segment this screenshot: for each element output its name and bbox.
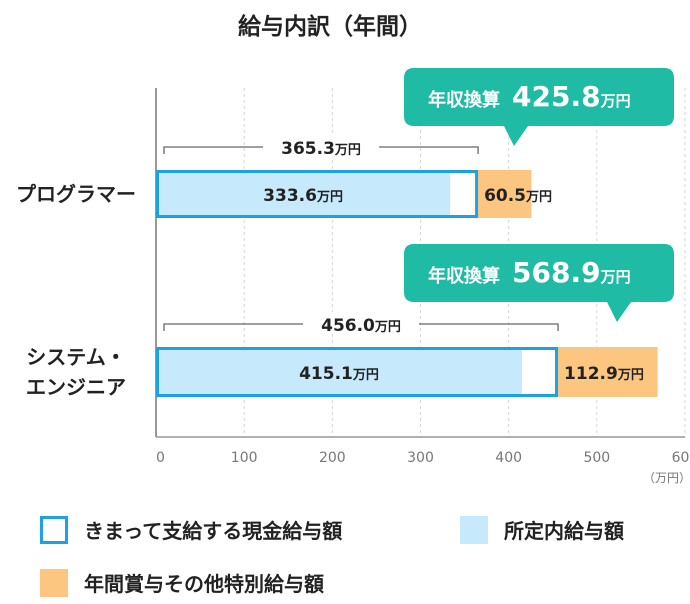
kimatte-label-bg-1 xyxy=(303,312,420,334)
annual-total-label-1: 年収換算 568.9万円 xyxy=(428,256,631,289)
x-tick-label-600: 600 xyxy=(672,450,690,466)
kimatte-label-1: 456.0万円 xyxy=(321,316,401,336)
legend-item-shotei: 所定内給与額 xyxy=(460,515,624,544)
x-tick-label-500: 500 xyxy=(583,450,610,466)
bar-bonus-1 xyxy=(558,347,658,397)
bar-bonus-0 xyxy=(478,170,532,218)
legend-label-kimatte: きまって支給する現金給与額 xyxy=(84,519,343,543)
legend-label-shotei: 所定内給与額 xyxy=(504,519,624,543)
category-label-1: システム・エンジニア xyxy=(26,345,126,399)
annual-total-callout-0 xyxy=(404,68,674,146)
kimatte-label-0: 365.3万円 xyxy=(281,139,361,159)
x-tick-label-300: 300 xyxy=(407,450,434,466)
x-tick-label-0: 0 xyxy=(156,450,165,466)
chart-title: 給与内訳（年間） xyxy=(238,13,422,40)
legend-swatch-shotei xyxy=(460,515,488,544)
legend-swatch-kimatte xyxy=(40,515,68,544)
value-label-bonus-1: 112.9万円 xyxy=(564,364,644,384)
legend-label-bonus: 年間賞与その他特別給与額 xyxy=(84,572,324,596)
legend-item-bonus: 年間賞与その他特別給与額 xyxy=(40,568,324,597)
annual-total-label-0: 年収換算 425.8万円 xyxy=(428,80,631,113)
value-label-shotei-1: 415.1万円 xyxy=(299,364,379,384)
x-axis-unit-label: （万円） xyxy=(643,471,690,485)
kimatte-label-bg-0 xyxy=(263,135,380,157)
annual-total-callout-1 xyxy=(404,244,674,322)
bar-shotei-0 xyxy=(156,170,451,218)
x-tick-label-200: 200 xyxy=(319,450,346,466)
bar-kimatte-outline-1 xyxy=(156,347,559,397)
bar-shotei-1 xyxy=(156,347,522,397)
value-label-bonus-0: 60.5万円 xyxy=(484,186,552,206)
category-label-0: プログラマー xyxy=(16,182,136,206)
x-tick-label-400: 400 xyxy=(495,450,522,466)
legend-swatch-bonus xyxy=(40,568,68,597)
value-label-shotei-0: 333.6万円 xyxy=(263,186,343,206)
bar-kimatte-outline-0 xyxy=(156,170,479,218)
legend-item-kimatte: きまって支給する現金給与額 xyxy=(40,515,342,544)
x-tick-label-100: 100 xyxy=(231,450,258,466)
